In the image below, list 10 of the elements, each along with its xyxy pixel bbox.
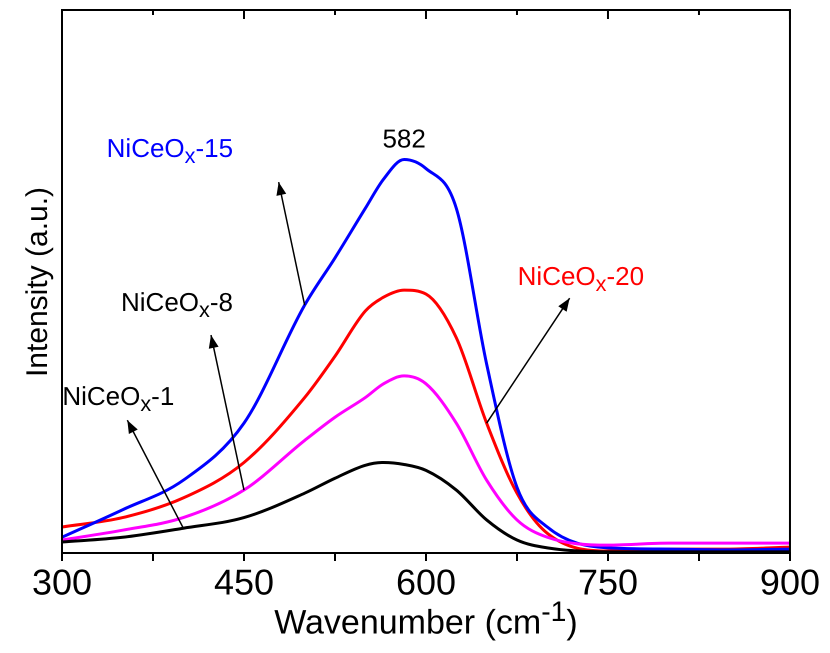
- y-axis-title: Intensity (a.u.): [20, 186, 55, 377]
- x-tick-label: 300: [32, 562, 92, 603]
- text: NiCeO$_{x}$-1: [62, 381, 174, 418]
- annotation: 582: [382, 124, 426, 154]
- x-tick-label: 900: [760, 562, 820, 603]
- text: NiCeO$_{x}$-15: [106, 133, 234, 170]
- text: NiCeO$_{x}$-8: [120, 287, 233, 324]
- text: NiCeO$_{x}$-20: [518, 261, 644, 298]
- x-tick-label: 450: [214, 562, 274, 603]
- x-tick-label: 750: [578, 562, 638, 603]
